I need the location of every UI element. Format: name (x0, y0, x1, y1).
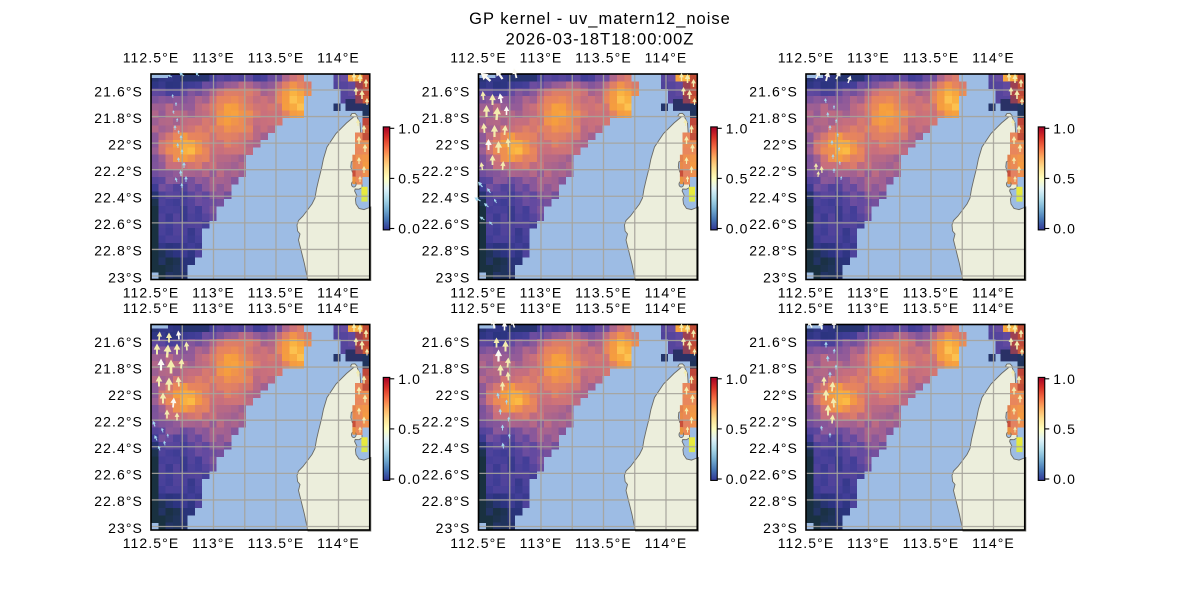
svg-text:2026-03-18T18:00:00Z: 2026-03-18T18:00:00Z (506, 31, 695, 49)
svg-text:GP kernel - uv_matern12_noise: GP kernel - uv_matern12_noise (469, 10, 731, 28)
